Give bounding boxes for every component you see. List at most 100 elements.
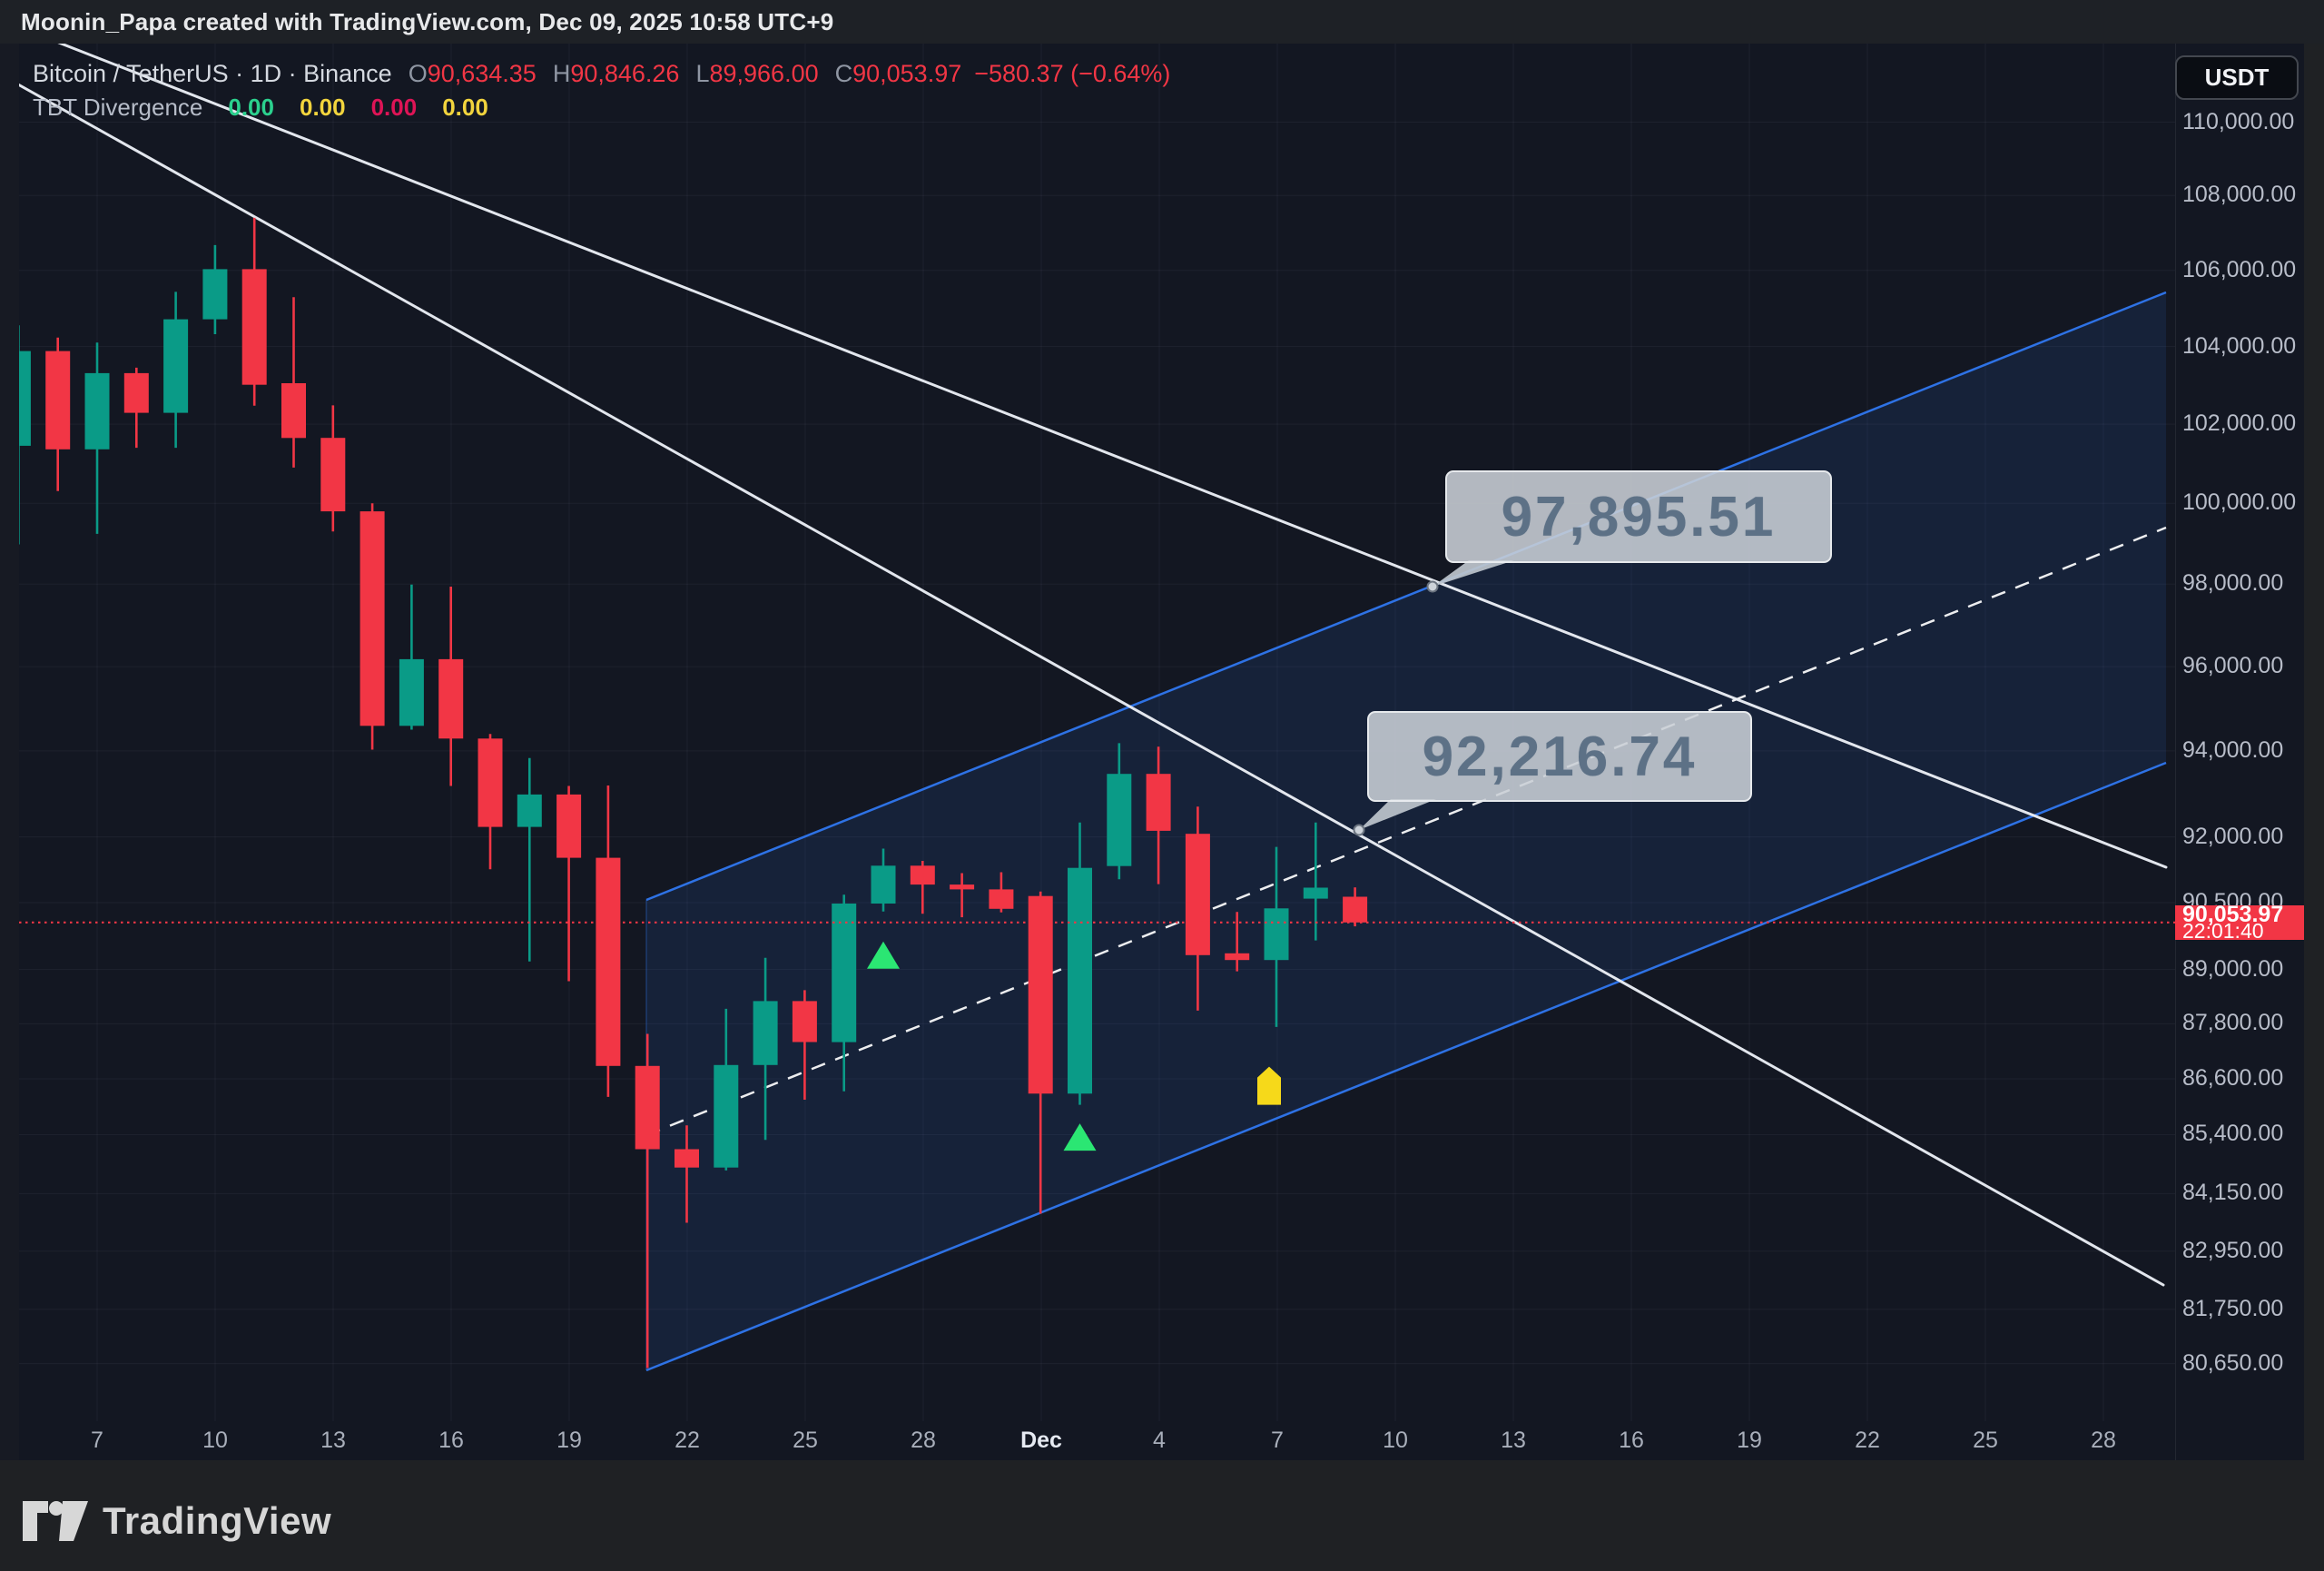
candle[interactable] [399, 584, 424, 730]
candle[interactable] [1107, 743, 1132, 880]
time-axis-label: 16 [438, 1428, 464, 1453]
candle[interactable] [753, 957, 778, 1141]
bar-countdown: 22:01:40 [2182, 919, 2264, 943]
candle[interactable] [6, 325, 31, 545]
candle-body [950, 884, 975, 890]
candle-body [517, 794, 542, 827]
candle[interactable] [910, 861, 935, 914]
callout-anchor-dot [1426, 580, 1439, 593]
candle[interactable] [202, 244, 228, 334]
candle[interactable] [84, 342, 110, 534]
candle-body [438, 658, 464, 739]
candle[interactable] [1146, 746, 1171, 884]
price-axis-label: 87,800.00 [2182, 1010, 2284, 1036]
candle-body [910, 865, 935, 885]
ohlc-letter: C [834, 60, 853, 87]
candle-body [241, 269, 267, 385]
ohlc-letter: H [552, 60, 571, 87]
candle[interactable] [832, 894, 857, 1092]
candle-body [1225, 953, 1250, 961]
candle[interactable] [596, 786, 621, 1097]
candle[interactable] [1068, 822, 1092, 1105]
candle[interactable] [1185, 806, 1210, 1011]
candle[interactable] [1264, 846, 1289, 1027]
time-axis-label: 10 [202, 1428, 228, 1453]
candle-body [202, 269, 228, 320]
price-axis-label: 86,600.00 [2182, 1065, 2284, 1092]
candle[interactable] [241, 217, 267, 406]
ohlc-letter: L [695, 60, 710, 87]
indicator-value: 0.00 [228, 94, 274, 121]
currency-toggle-button[interactable]: USDT [2175, 55, 2299, 100]
time-axis-label: 19 [1737, 1428, 1762, 1453]
candle-body [1146, 774, 1171, 831]
callout-tail [1433, 560, 1514, 587]
candle[interactable] [123, 367, 149, 449]
time-axis-label: 22 [675, 1428, 700, 1453]
candle[interactable] [1303, 822, 1328, 941]
callout-lower-price[interactable]: 92,216.74 [1367, 711, 1752, 802]
symbol-title: Bitcoin / TetherUS · 1D · Binance [33, 60, 392, 87]
tradingview-logo[interactable]: TradingView [23, 1498, 331, 1544]
callout-upper-price[interactable]: 97,895.51 [1445, 470, 1832, 563]
buy-signal-triangle-icon [1063, 1123, 1097, 1151]
indicator-legend-row[interactable]: TBT Divergence 0.00 0.00 0.00 0.00 [33, 94, 488, 122]
candle[interactable] [556, 786, 582, 982]
candle-body [792, 1001, 817, 1042]
bottom-page-strip [0, 1460, 2324, 1571]
candle[interactable] [320, 405, 346, 532]
callout-tail [1359, 799, 1436, 830]
candle[interactable] [635, 1033, 660, 1368]
tradingview-logo-icon [23, 1501, 88, 1541]
candle-body [556, 794, 582, 858]
time-axis-label: 25 [793, 1428, 818, 1453]
candle[interactable] [871, 848, 896, 912]
candle-body [635, 1065, 660, 1150]
candle[interactable] [1225, 912, 1250, 972]
attribution-bar: Moonin_Papa created with TradingView.com… [0, 0, 2324, 44]
time-axis-label: Dec [1020, 1428, 1062, 1453]
candle-body [1028, 895, 1053, 1094]
ohlc-letter: O [408, 60, 428, 87]
candle[interactable] [1028, 891, 1053, 1214]
candle-body [399, 658, 424, 726]
candle[interactable] [359, 503, 385, 750]
attribution-text: Moonin_Papa created with TradingView.com… [21, 8, 834, 35]
candle-body [478, 738, 503, 827]
candle-body [1264, 908, 1289, 961]
candle[interactable] [1343, 887, 1368, 927]
candle-body [281, 383, 306, 439]
candle[interactable] [950, 873, 975, 918]
candle-body [714, 1064, 739, 1168]
indicator-title: TBT Divergence [33, 94, 203, 121]
time-axis-label: 10 [1383, 1428, 1408, 1453]
candle[interactable] [675, 1125, 699, 1223]
indicator-value: 0.00 [370, 94, 418, 121]
time-axis-label: 13 [1501, 1428, 1526, 1453]
candle[interactable] [281, 297, 306, 468]
price-axis-label: 81,750.00 [2182, 1295, 2284, 1321]
price-axis-label: 104,000.00 [2182, 332, 2297, 359]
change-value: −580.37 (−0.64%) [974, 60, 1171, 87]
candle[interactable] [714, 1008, 739, 1171]
ohlc-values: O90,634.35 H90,846.26 L89,966.00 C90,053.97 [392, 60, 962, 87]
candle[interactable] [792, 990, 817, 1100]
candle[interactable] [478, 734, 503, 870]
price-axis-label: 98,000.00 [2182, 570, 2284, 597]
current-price-label: 90,053.97 22:01:40 [2175, 904, 2304, 943]
candle[interactable] [163, 291, 189, 449]
time-axis-label: 28 [911, 1428, 936, 1453]
candle-body [1303, 887, 1328, 899]
price-axis-label: 96,000.00 [2182, 653, 2284, 679]
symbol-legend-row[interactable]: Bitcoin / TetherUS · 1D · Binance O90,634… [33, 60, 1170, 88]
candle-body [1068, 867, 1092, 1094]
candle[interactable] [45, 337, 71, 491]
time-axis-label: 7 [1271, 1428, 1284, 1453]
candle[interactable] [438, 587, 464, 786]
candle-body [871, 865, 896, 904]
channel-mid-dashed-line [645, 526, 2167, 1137]
candle[interactable] [517, 757, 542, 962]
candle[interactable] [989, 872, 1014, 913]
